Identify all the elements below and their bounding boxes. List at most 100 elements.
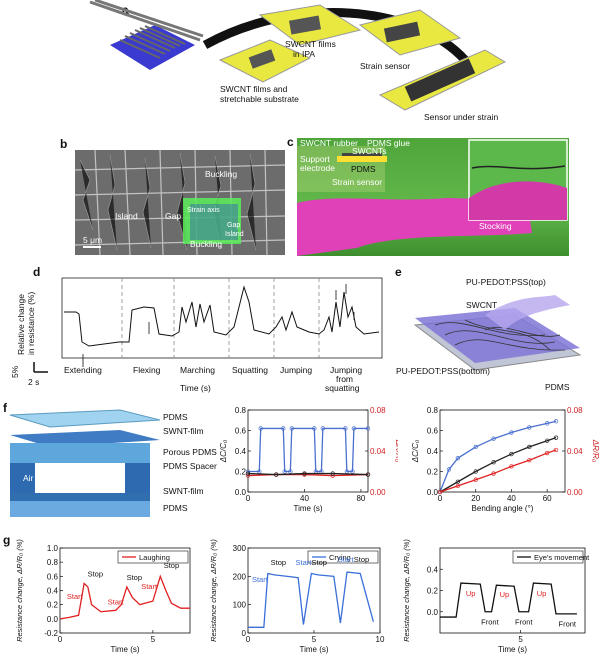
panel-d-chart	[33, 277, 383, 373]
f-layer-porous: Porous PDMS	[163, 447, 217, 457]
data-point	[491, 460, 496, 465]
annotation-label: Start	[67, 592, 84, 601]
label-island: Island	[115, 211, 138, 221]
label-pu-bottom: PU-PEDOT:PSS(bottom)	[396, 366, 490, 376]
data-point	[312, 426, 317, 431]
d-scale-y-label: 5%	[10, 365, 20, 378]
data-point	[473, 444, 478, 450]
chart-g-eye: 5 0.0 0.2 0.4 Time (s) Resistance change, ΔR/…	[402, 539, 590, 654]
f-porous	[10, 443, 150, 463]
x-tick-label: 5	[312, 635, 317, 644]
x-tick-label: 0	[246, 635, 251, 644]
series-line-0	[440, 582, 577, 618]
y-tick-label: 0.6	[235, 427, 247, 436]
annotation-label: Front	[515, 618, 533, 627]
data-point	[544, 438, 550, 443]
panel-label-e: e	[395, 265, 402, 279]
annotation-label: Up	[466, 589, 476, 598]
chart-g-laughing: 0 5 -0.2 0.0 0.2 0.4 0.6 0.8 1.0 Time (s) Resistan…	[15, 539, 191, 654]
x-tick-label: 0	[438, 494, 443, 503]
x-tick-label: 20	[471, 494, 480, 503]
inset-green	[183, 198, 241, 244]
y-tick-label: 0.8	[235, 406, 247, 415]
caption-films-substrate-2: stretchable substrate	[220, 94, 299, 104]
label-inset-island: Island	[225, 231, 244, 238]
label-strain-sensor: Strain sensor	[332, 177, 383, 187]
e-swcnt-network	[434, 319, 566, 351]
scale-bar-label: 5 μm	[83, 235, 103, 245]
label-swcnts: SWCNTs	[352, 146, 387, 156]
data-point	[437, 489, 443, 495]
y2-tick-label: 0.08	[567, 406, 583, 415]
sem-texture	[75, 150, 285, 255]
label-pdms: PDMS	[351, 164, 376, 174]
y-tick-label: 0.4	[427, 565, 439, 574]
data-point	[473, 469, 478, 474]
y-tick-label: 0.8	[427, 406, 439, 415]
legend-box	[117, 550, 189, 564]
data-point	[257, 469, 262, 474]
data-point	[455, 479, 461, 484]
x-tick-label: 0	[246, 494, 251, 503]
annotation-label: Stop	[88, 569, 103, 578]
legend-label: Eye's movement	[534, 553, 590, 562]
caption-sensor-under-strain: Sensor under strain	[424, 112, 499, 122]
label-buckling-top: Buckling	[205, 169, 238, 179]
y-axis-label: ΔC/C₀	[411, 439, 420, 463]
data-point	[302, 471, 307, 476]
data-point	[446, 467, 452, 472]
f-layer-spacer: PDMS Spacer	[163, 461, 217, 471]
annotation-label: Stop	[271, 558, 286, 567]
f-air-gap: Air Gap	[23, 473, 52, 483]
y-axis-label: ΔC/C₀	[219, 439, 228, 463]
f-spacer-left	[10, 463, 35, 493]
f-swnt-top	[10, 430, 160, 447]
f-layer-pdms-top: PDMS	[163, 412, 188, 422]
data-point	[553, 447, 559, 453]
series-line-0	[59, 574, 190, 620]
panel-e-illustration	[413, 295, 582, 371]
f-layer-swnt-bottom: SWNT-film	[163, 486, 204, 496]
x-tick-label: 80	[356, 494, 365, 503]
data-point	[553, 435, 559, 440]
pdms-layer	[337, 156, 387, 162]
y2-tick-label: 0.04	[567, 447, 583, 456]
x-tick-label: 10	[376, 635, 385, 644]
series-line-2	[247, 472, 369, 476]
data-point	[281, 426, 286, 431]
data-point	[351, 426, 357, 431]
panel-f-illustration	[9, 409, 160, 517]
y2-tick-label: 0.08	[370, 406, 386, 415]
y-tick-label: 0.2	[47, 601, 59, 610]
data-point	[320, 426, 325, 431]
y-tick-label: 0.2	[427, 468, 439, 477]
chart-f-time: 0 40 80 0.0 0.2 0.4 0.6 0.8 0.00 0.04 0.08 ΔR/R₀ Tim…	[219, 406, 398, 513]
series-line-0	[439, 420, 557, 493]
d-seg-jumping: Jumping	[280, 365, 313, 375]
d-ylabel-2: in resistance (%)	[26, 291, 36, 355]
series-line-0	[248, 571, 375, 628]
legend-box	[307, 550, 379, 564]
caption-strain-sensor: Strain sensor	[360, 61, 411, 71]
data-point	[553, 419, 559, 424]
d-frame	[61, 277, 383, 359]
data-point	[365, 426, 371, 431]
d-xlabel: Time (s)	[180, 383, 211, 393]
y-tick-label: 0.4	[47, 587, 59, 596]
d-seg-jumping-2: Jumping	[330, 365, 363, 375]
x-tick-label: 40	[300, 494, 309, 503]
d-seg-marching: Marching	[180, 365, 215, 375]
y-tick-label: 1.0	[47, 544, 59, 553]
y-tick-label: 0.0	[427, 608, 439, 617]
data-point	[455, 483, 461, 488]
annotation-label: Stop	[164, 561, 179, 570]
d-arrows	[82, 284, 355, 367]
e-top-layer	[485, 295, 570, 330]
label-electrode: electrode	[300, 163, 335, 173]
y-tick-label: 100	[233, 601, 247, 610]
legend-label: Crying	[329, 553, 351, 562]
panel-label-b: b	[60, 137, 68, 151]
data-point	[365, 472, 371, 477]
label-strain-axis: Strain axis	[187, 207, 220, 214]
